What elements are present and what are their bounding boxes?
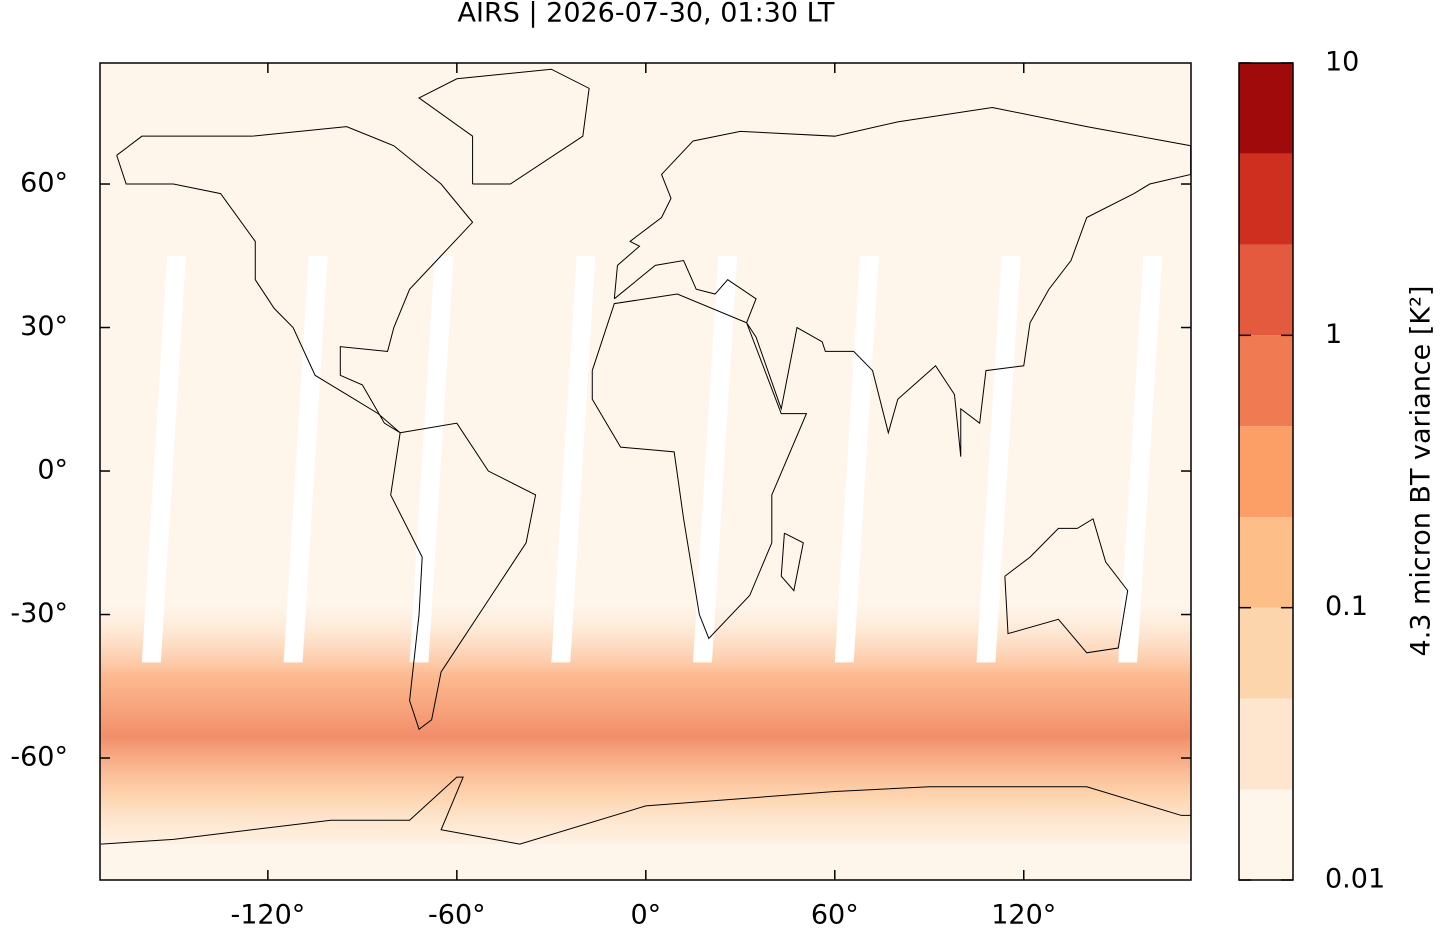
- colorbar-bin: [1239, 426, 1293, 518]
- coastline: [418, 68, 590, 185]
- swath-gap: [283, 255, 328, 663]
- x-tick-label: -120°: [230, 900, 305, 931]
- y-tick-label: 60°: [20, 168, 68, 199]
- coastline: [100, 776, 1191, 845]
- colorbar-bin: [1239, 63, 1293, 154]
- colorbar-bin: [1239, 607, 1293, 699]
- y-tick-label: -60°: [10, 742, 68, 773]
- swath-gap: [1118, 255, 1163, 663]
- colorbar-tick-label: 0.1: [1325, 591, 1368, 622]
- colorbar-bin: [1239, 153, 1293, 245]
- y-tick-label: -30°: [10, 598, 68, 629]
- swath-gap: [976, 255, 1021, 663]
- swath-gap: [693, 255, 738, 663]
- colorbar-bin: [1239, 244, 1293, 336]
- coastline: [390, 422, 537, 731]
- colorbar-bin: [1239, 698, 1293, 790]
- colorbar-label: 4.3 micron BT variance [K²]: [1406, 286, 1437, 657]
- coastline: [780, 532, 804, 592]
- swath-gap: [409, 255, 454, 663]
- colorbar-tick-label: 1: [1325, 319, 1342, 350]
- swath-gap: [551, 255, 596, 663]
- y-tick-label: 30°: [20, 311, 68, 342]
- y-tick-label: 0°: [37, 455, 68, 486]
- x-tick-label: -60°: [428, 900, 486, 931]
- colorbar-bin: [1239, 335, 1293, 427]
- colorbar-tick-label: 0.01: [1325, 864, 1385, 895]
- x-tick-label: 120°: [991, 900, 1056, 931]
- x-tick-label: 0°: [630, 900, 661, 931]
- coastline: [591, 293, 808, 640]
- colorbar-bin: [1239, 789, 1293, 880]
- chart-title: AIRS | 2026-07-30, 01:30 LT: [458, 0, 835, 29]
- swath-gap: [141, 255, 186, 663]
- southern-wave-band: [100, 604, 1191, 845]
- coastline: [613, 106, 1191, 457]
- swath-gap: [834, 255, 879, 663]
- coastline: [116, 126, 474, 434]
- coastline: [1004, 518, 1129, 654]
- map-area: [100, 63, 1191, 880]
- colorbar-tick-label: 10: [1325, 47, 1359, 78]
- x-tick-label: 60°: [811, 900, 859, 931]
- colorbar: 0.01 0.1 1 10: [1238, 47, 1385, 895]
- colorbar-frame: [1238, 62, 1294, 881]
- colorbar-bin: [1239, 517, 1293, 608]
